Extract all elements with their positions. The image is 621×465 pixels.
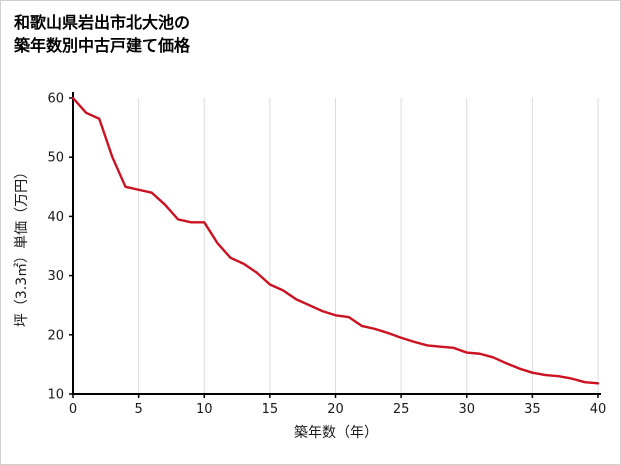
x-axis-label: 築年数（年） bbox=[294, 425, 378, 441]
x-tick-label: 25 bbox=[393, 402, 410, 417]
y-tick-label: 30 bbox=[47, 269, 64, 284]
x-tick-label: 40 bbox=[590, 402, 607, 417]
y-tick-label: 40 bbox=[47, 210, 64, 225]
x-tick-label: 10 bbox=[196, 402, 213, 417]
x-tick-label: 35 bbox=[524, 402, 541, 417]
x-tick-label: 0 bbox=[69, 402, 77, 417]
chart-title-line-1: 和歌山県岩出市北大池の bbox=[14, 13, 191, 32]
y-tick-label: 50 bbox=[47, 151, 64, 166]
y-tick-label: 20 bbox=[47, 328, 64, 343]
y-tick-label: 10 bbox=[47, 388, 64, 403]
x-tick-label: 5 bbox=[134, 402, 142, 417]
x-tick-label: 15 bbox=[262, 402, 279, 417]
x-tick-label: 30 bbox=[458, 402, 475, 417]
chart-title-line-2: 築年数別中古戸建て価格 bbox=[14, 36, 191, 56]
price-line bbox=[71, 96, 600, 385]
x-tick-label: 20 bbox=[327, 402, 344, 417]
y-tick-label: 60 bbox=[47, 92, 64, 107]
chart-title: 和歌山県岩出市北大池の 築年数別中古戸建て価格 bbox=[14, 11, 190, 57]
y-axis-label: 坪（3.3㎡）単価（万円） bbox=[14, 164, 30, 328]
